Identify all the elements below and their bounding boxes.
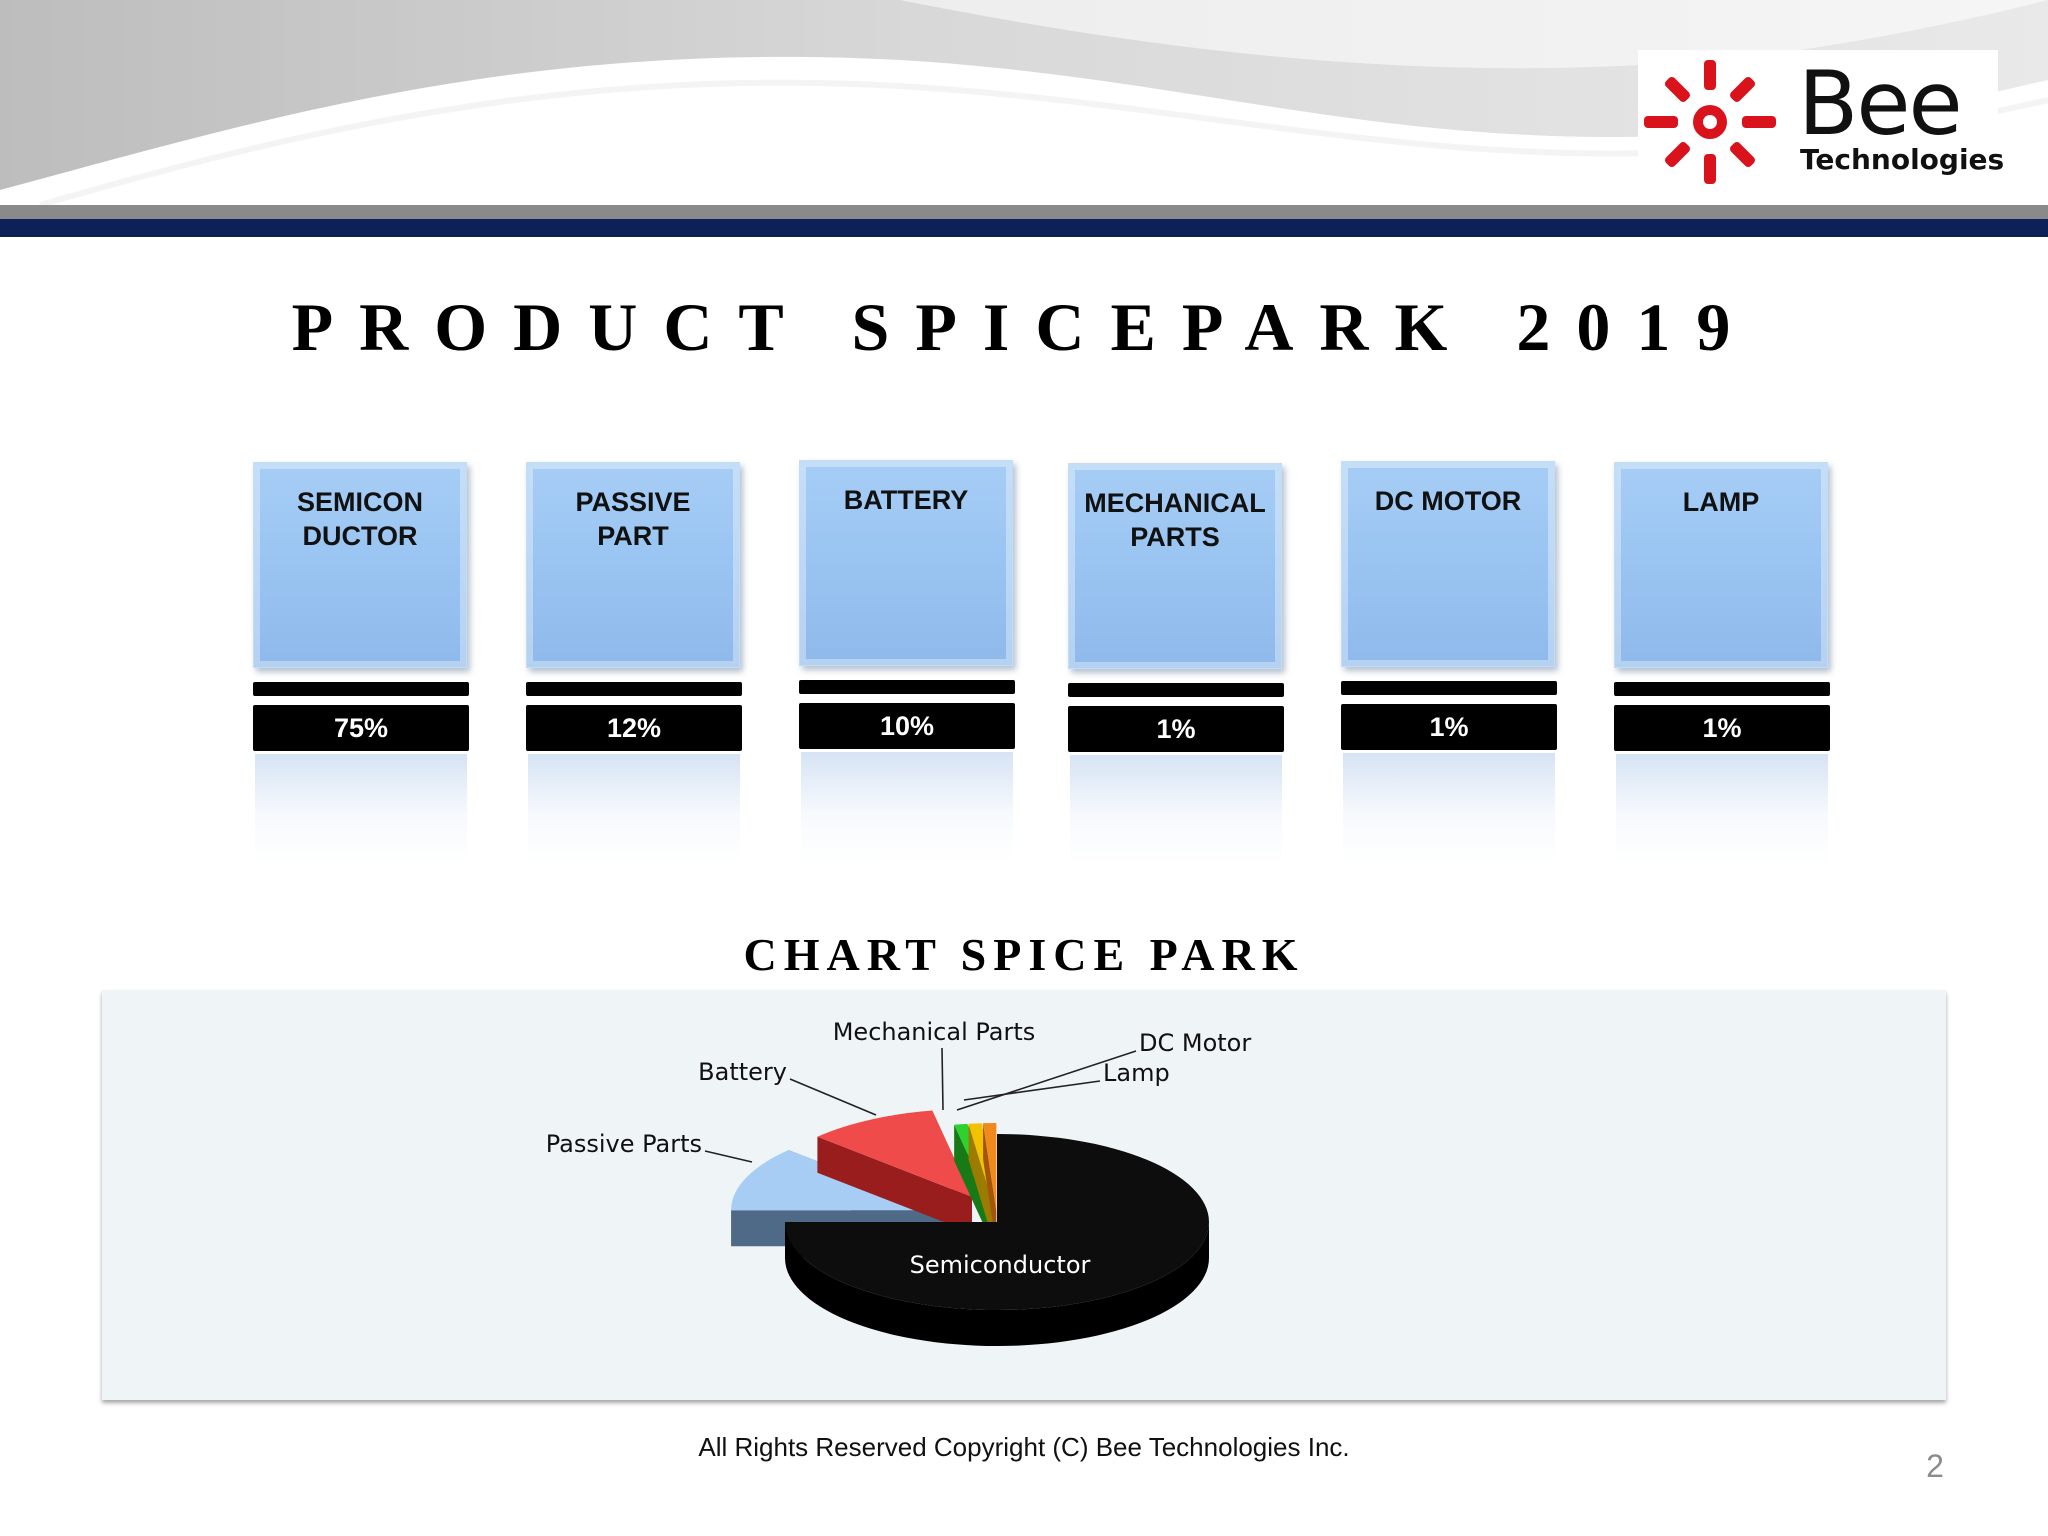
category-label-line: PASSIVE (575, 487, 691, 517)
leader-line (941, 1047, 944, 1111)
leader-line (789, 1078, 877, 1116)
page-number: 2 (1926, 1448, 1944, 1484)
category-percent: 10% (799, 703, 1015, 749)
category-label-line: MECHANICAL (1084, 488, 1266, 518)
slide-header: Bee Technologies (0, 0, 2048, 240)
copyright-footer: All Rights Reserved Copyright (C) Bee Te… (698, 1432, 1350, 1462)
pie-slice-side (785, 1222, 1209, 1346)
pie-chart-panel: Semiconductor Passive Parts Battery Mechani… (102, 990, 1946, 1400)
chart-title: CHART SPICE PARK (743, 929, 1305, 980)
tile-reflection (1343, 753, 1555, 863)
pie-slice-label: DC Motor (1139, 1029, 1251, 1057)
pie-slice-label: Mechanical Parts (833, 1018, 1036, 1046)
category-tile: DC MOTOR (1341, 461, 1555, 667)
category-divider (526, 682, 742, 696)
pie-slice-top (817, 1110, 972, 1197)
tile-reflection (528, 754, 740, 864)
tile-reflection (1616, 754, 1828, 864)
tile-reflection (255, 754, 467, 864)
category-tile: LAMP (1614, 462, 1828, 668)
pie-slice-label: Battery (698, 1058, 787, 1086)
category-tile: MECHANICAL PARTS (1068, 463, 1282, 669)
category-label-line: BATTERY (843, 485, 969, 515)
pie-slice-battery (817, 1110, 972, 1233)
pie-slice-lamp (983, 1123, 997, 1248)
tile-reflection (1070, 755, 1282, 865)
pie-slice-label: Semiconductor (910, 1251, 1091, 1279)
pie-slice-wall (817, 1136, 972, 1233)
category-percent: 12% (526, 705, 742, 751)
company-logo: Bee Technologies (1638, 50, 2004, 195)
leader-line (704, 1150, 753, 1163)
pie-slice-label: Lamp (1103, 1059, 1170, 1087)
category-label: SEMICON DUCTOR (254, 485, 466, 553)
bee-burst-icon (1644, 60, 1776, 184)
category-label: PASSIVE PART (527, 485, 739, 553)
pie-slice-top (785, 1134, 1209, 1310)
pie-slice-top (983, 1123, 997, 1212)
category-divider (799, 680, 1015, 694)
category-tile: SEMICON DUCTOR (253, 462, 467, 668)
pie-slice-semiconductor (785, 1134, 1209, 1346)
category-label-line: DUCTOR (302, 521, 418, 551)
gray-band (0, 205, 2048, 219)
category-label-line: PARTS (1130, 522, 1220, 552)
category-divider (1068, 683, 1284, 697)
category-label-line: LAMP (1682, 487, 1760, 517)
navy-band (0, 219, 2048, 237)
category-label: BATTERY (800, 483, 1012, 517)
tile-reflection (801, 752, 1013, 862)
category-label: MECHANICAL PARTS (1069, 486, 1281, 554)
category-label: LAMP (1615, 485, 1827, 519)
page-title: PRODUCT SPICEPARK 2019 (291, 289, 1757, 365)
pie-chart: Semiconductor Passive Parts Battery Mechani… (546, 1018, 1251, 1346)
pie-slice-wall (983, 1123, 997, 1248)
leader-line (956, 1050, 1137, 1111)
category-divider (1614, 682, 1830, 696)
pie-slice-wall (968, 1123, 996, 1248)
category-percent: 1% (1614, 705, 1830, 751)
category-percent: 75% (253, 705, 469, 751)
category-tile: PASSIVE PART (526, 462, 740, 668)
category-label-line: SEMICON (296, 487, 423, 517)
category-percent: 1% (1068, 706, 1284, 752)
category-label-line: PART (597, 521, 669, 551)
pie-slice-label: Passive Parts (546, 1130, 702, 1158)
category-label-line: DC MOTOR (1374, 486, 1522, 516)
leader-line (963, 1080, 1101, 1101)
category-divider (253, 682, 469, 696)
logo-wordmark: Bee (1798, 52, 1963, 155)
logo-subtitle: Technologies (1800, 143, 2005, 176)
pie-slice-wall (954, 1124, 994, 1248)
category-tile: BATTERY (799, 460, 1013, 666)
category-divider (1341, 681, 1557, 695)
category-label: DC MOTOR (1342, 484, 1554, 518)
category-percent: 1% (1341, 704, 1557, 750)
